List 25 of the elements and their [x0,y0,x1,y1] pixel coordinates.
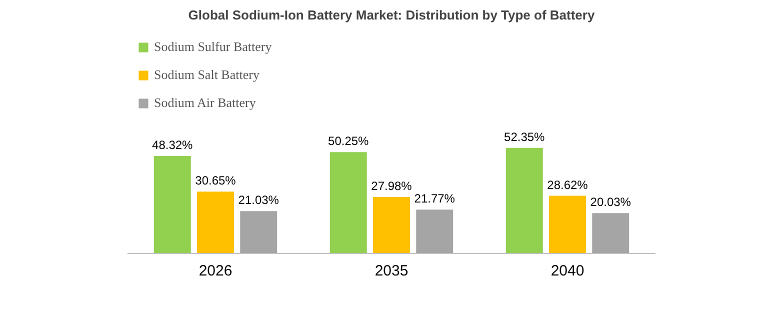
bar [197,192,234,254]
bar [154,156,191,254]
data-label: 50.25% [328,134,370,148]
x-tick-label: 2026 [198,262,232,280]
x-tick-label: 2040 [550,262,584,280]
chart-title: Global Sodium-Ion Battery Market: Distribution by Type of Battery [188,8,596,22]
bar [373,197,410,254]
data-label: 30.65% [195,174,236,188]
data-label: 27.98% [371,179,412,194]
bar [506,148,543,254]
legend-label: Sodium Air Battery [154,95,256,111]
data-label: 48.32% [152,138,194,152]
data-label: 20.03% [590,195,632,210]
data-label: 52.35% [504,130,546,144]
bar [549,196,586,254]
data-label: 21.77% [414,192,456,206]
x-tick-label: 2035 [374,262,408,280]
bar [240,211,278,254]
bar [330,152,367,254]
legend-label: Sodium Sulfur Battery [154,39,272,55]
data-label: 21.03% [238,193,280,208]
data-label: 28.62% [547,178,588,192]
bar [416,210,454,254]
legend-label: Sodium Salt Battery [154,67,260,83]
bar [592,213,630,254]
